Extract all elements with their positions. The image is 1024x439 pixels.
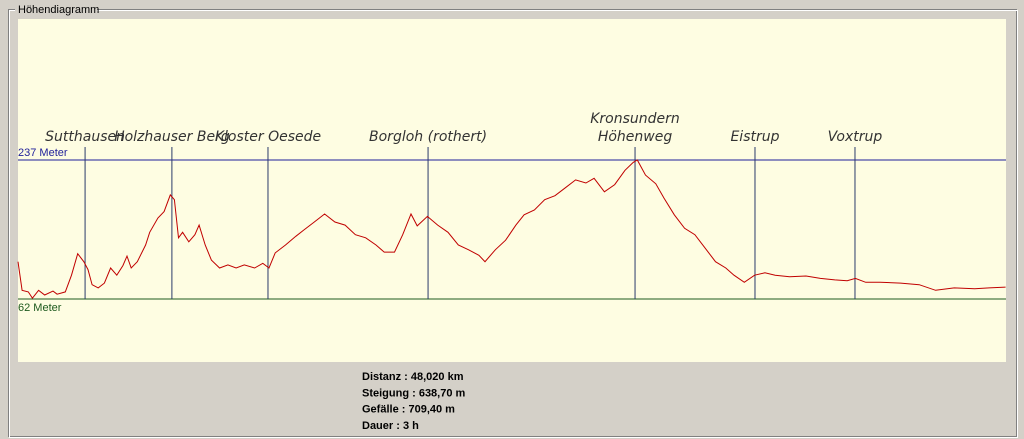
group-box <box>8 9 1017 437</box>
group-box-highlight <box>9 10 1018 438</box>
waypoint-label: Voxtrup <box>828 129 883 145</box>
waypoint-label: Borgloh (rothert) <box>369 129 487 145</box>
plot-area <box>18 19 1006 362</box>
stat-line: Steigung : 638,70 m <box>362 387 466 399</box>
waypoint-label: Höhenweg <box>598 129 673 145</box>
y-tick-label: 62 Meter <box>18 302 62 314</box>
waypoint-label: Sutthausen <box>45 129 125 145</box>
stat-line: Distanz : 48,020 km <box>362 371 464 383</box>
stat-line: Dauer : 3 h <box>362 420 419 432</box>
stat-line: Gefälle : 709,40 m <box>362 404 455 416</box>
group-title-bg <box>15 3 97 16</box>
y-tick-label: 237 Meter <box>18 147 68 159</box>
group-title: Höhendiagramm <box>18 4 99 16</box>
waypoint-label: Kronsundern <box>590 111 680 127</box>
waypoint-label: Holzhauser Berg <box>114 129 230 145</box>
waypoint-label: Kloster Oesede <box>215 129 321 145</box>
elevation-line <box>17 159 1006 300</box>
waypoint-label: Eistrup <box>730 129 779 145</box>
